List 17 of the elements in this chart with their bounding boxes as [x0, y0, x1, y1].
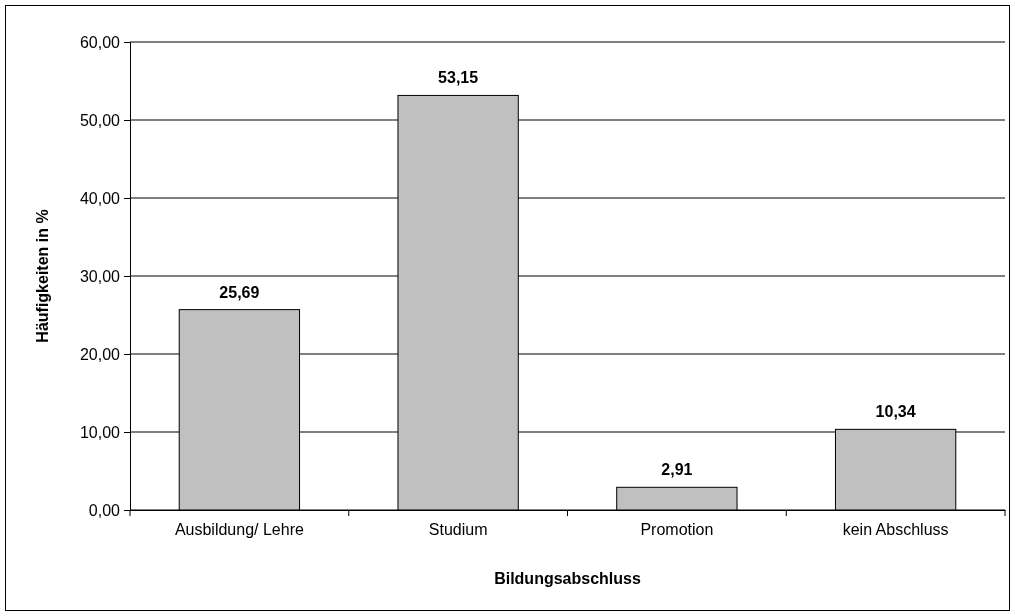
data-label: 25,69 — [219, 283, 260, 301]
y-axis-title: Häufigkeiten in % — [34, 209, 51, 343]
y-tick-label: 20,00 — [79, 345, 121, 363]
y-tick-label: 60,00 — [79, 33, 121, 51]
x-axis-title: Bildungsabschluss — [494, 570, 641, 587]
y-tick-label: 50,00 — [79, 111, 121, 129]
y-tick-label: 10,00 — [79, 423, 121, 441]
y-tick-label: 30,00 — [79, 267, 121, 285]
y-tick-label: 0,00 — [88, 501, 121, 519]
x-tick-label: Promotion — [640, 521, 714, 539]
data-label: 53,15 — [438, 69, 479, 87]
data-label: 10,34 — [875, 403, 916, 421]
x-tick-label: Studium — [428, 521, 488, 539]
data-label: 2,91 — [661, 461, 693, 479]
x-tick-label: Ausbildung/ Lehre — [174, 521, 304, 539]
y-tick-label: 40,00 — [79, 189, 121, 207]
x-tick-label: kein Abschluss — [842, 521, 949, 539]
